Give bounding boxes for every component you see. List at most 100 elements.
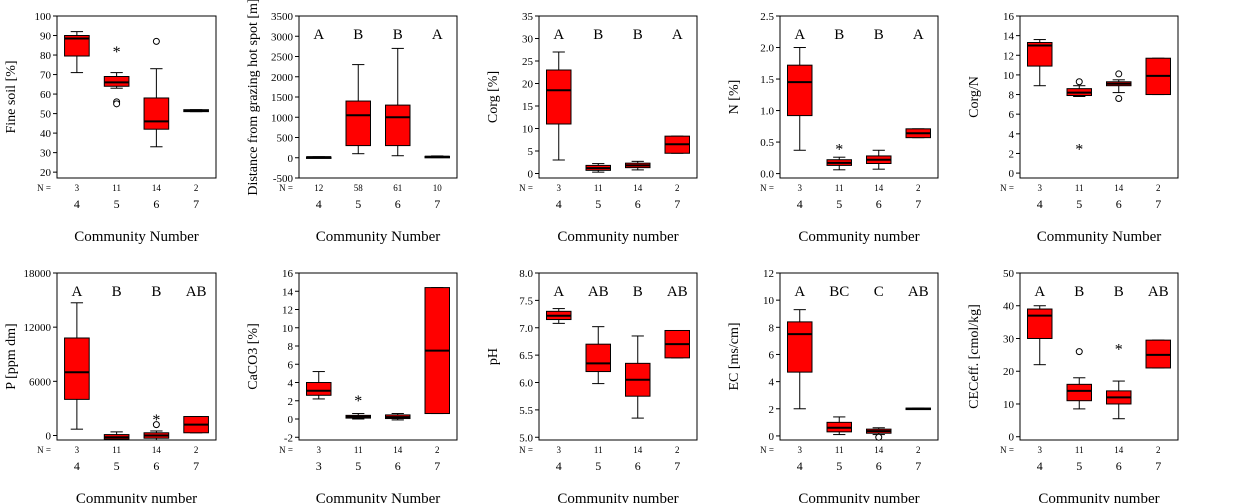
plot-frame — [56, 272, 217, 441]
n-count-label: 2 — [675, 445, 680, 455]
x-category-label: 4 — [556, 197, 562, 211]
x-category-label: 7 — [915, 197, 921, 211]
box-plot-category-5: 11 5 B — [1066, 284, 1092, 473]
y-tick-label: 0.0 — [760, 169, 774, 181]
y-axis-label: Corg/N — [967, 76, 982, 118]
iqr-box — [306, 382, 332, 396]
n-count-label: 58 — [354, 183, 364, 193]
y-tick-label: 20 — [1003, 366, 1015, 378]
iqr-box — [64, 35, 90, 57]
significance-letter: C — [874, 284, 884, 300]
y-tick-label: 6 — [1009, 109, 1015, 121]
n-equals-label: N = — [519, 183, 533, 193]
y-tick-label: 40 — [40, 128, 52, 140]
box-plot-category-5: * 11 5 — [345, 393, 371, 473]
box-plot-category-7: 27 — [1145, 57, 1171, 211]
outlier-circle — [1115, 70, 1123, 78]
iqr-box — [546, 69, 572, 125]
outlier-circle — [152, 37, 160, 45]
chart-panel-7: -2 0 2 4 6 8 10 12 14 16 CaCO3 [%] N = Community Num… — [246, 268, 458, 503]
significance-letter: A — [672, 27, 683, 43]
n-equals-label: N = — [760, 445, 774, 455]
x-category-label: 6 — [153, 459, 159, 473]
y-axis-label: Corg [%] — [486, 71, 501, 123]
box-plot-category-5: 11 5 B — [103, 284, 130, 473]
y-tick-label: 6 — [769, 349, 775, 361]
significance-letter: A — [313, 27, 324, 43]
n-count-label: 14 — [152, 183, 162, 193]
n-count-label: 12 — [314, 183, 323, 193]
iqr-box — [385, 104, 411, 147]
significance-letter: A — [432, 27, 443, 43]
n-count-label: 3 — [1038, 183, 1043, 193]
n-count-label: 3 — [317, 445, 322, 455]
significance-letter: B — [353, 27, 363, 43]
plot-frame — [298, 272, 458, 441]
box-plot-category-7: 2 7 AB — [905, 284, 931, 473]
y-tick-label: 7.0 — [519, 323, 533, 335]
outlier-star: * — [354, 393, 362, 410]
box-plot-category-4: 34 — [1027, 39, 1053, 211]
n-count-label: 3 — [798, 183, 803, 193]
y-tick-label: 12 — [282, 305, 293, 317]
significance-letter: B — [633, 284, 643, 300]
y-tick-label: 30 — [40, 148, 52, 160]
n-count-label: 14 — [633, 183, 643, 193]
n-count-label: 2 — [1156, 445, 1161, 455]
box-plot-category-7: 2 7 A — [905, 27, 931, 211]
significance-letter: B — [393, 27, 403, 43]
outlier-star: * — [1115, 341, 1123, 358]
n-count-label: 2 — [916, 183, 921, 193]
x-category-label: 7 — [193, 197, 199, 211]
x-category-label: 4 — [1037, 459, 1043, 473]
x-category-label: 5 — [114, 197, 120, 211]
n-equals-label: N = — [279, 183, 293, 193]
y-tick-label: 0 — [1009, 432, 1015, 444]
y-tick-label: 30 — [1003, 333, 1015, 345]
iqr-box — [787, 64, 813, 117]
y-tick-label: 70 — [40, 70, 52, 82]
n-count-label: 14 — [1114, 445, 1124, 455]
y-axis-label: Fine soil [%] — [4, 60, 19, 133]
y-tick-label: 14 — [282, 286, 294, 298]
x-category-label: 6 — [395, 459, 401, 473]
box-plot-category-4: 3 4 A — [787, 284, 813, 473]
iqr-box — [64, 337, 90, 400]
outlier-star: * — [113, 44, 121, 61]
n-count-label: 14 — [152, 445, 162, 455]
y-tick-label: 3000 — [271, 31, 294, 43]
plot-frame — [56, 15, 217, 179]
n-count-label: 14 — [633, 445, 643, 455]
outlier-circle — [1075, 78, 1083, 86]
y-tick-label: 4 — [1009, 129, 1015, 141]
x-axis-label: Community number — [557, 491, 678, 503]
plot-frame — [1019, 15, 1179, 179]
y-tick-label: 10 — [522, 124, 534, 136]
x-category-label: 7 — [915, 459, 921, 473]
y-tick-label: 80 — [40, 50, 52, 62]
plot-frame — [779, 15, 939, 179]
outlier-star: * — [152, 412, 160, 429]
box-plot-category-6: 14 6 C — [866, 284, 892, 473]
n-count-label: 11 — [594, 183, 603, 193]
iqr-box — [345, 100, 371, 147]
n-count-label: 11 — [594, 445, 603, 455]
significance-letter: B — [834, 27, 844, 43]
y-tick-label: 20 — [40, 167, 52, 179]
n-equals-label: N = — [37, 183, 51, 193]
y-tick-label: 0 — [528, 169, 534, 181]
y-tick-label: 10 — [1003, 70, 1015, 82]
iqr-box — [1027, 308, 1053, 339]
x-category-label: 6 — [153, 197, 159, 211]
n-count-label: 2 — [916, 445, 921, 455]
x-category-label: 4 — [797, 197, 803, 211]
y-tick-label: 4 — [288, 378, 294, 390]
box-plot-category-4: 3 4 A — [546, 284, 572, 473]
x-category-label: 5 — [595, 459, 601, 473]
n-count-label: 11 — [1075, 183, 1084, 193]
y-tick-label: 10 — [1003, 399, 1015, 411]
box-plot-category-5: * 11 5 — [103, 44, 130, 211]
x-category-label: 6 — [635, 459, 641, 473]
x-category-label: 3 — [316, 459, 322, 473]
